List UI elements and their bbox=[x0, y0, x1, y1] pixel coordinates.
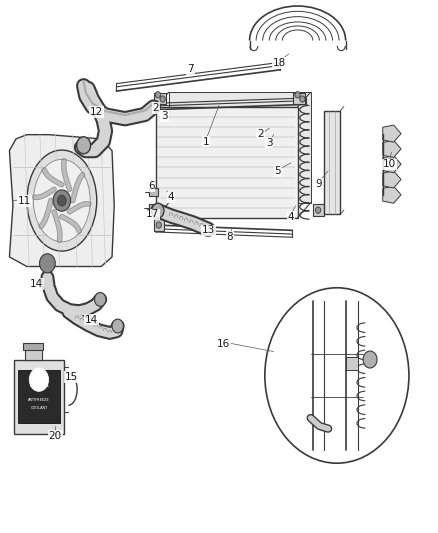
Polygon shape bbox=[383, 140, 401, 157]
Circle shape bbox=[363, 351, 377, 368]
Circle shape bbox=[95, 293, 106, 306]
Circle shape bbox=[265, 288, 409, 463]
Text: 8: 8 bbox=[226, 232, 233, 243]
Circle shape bbox=[160, 96, 165, 102]
Text: 3: 3 bbox=[161, 111, 168, 121]
Bar bbox=[44, 274, 51, 279]
Ellipse shape bbox=[33, 159, 90, 242]
Circle shape bbox=[295, 92, 300, 98]
Bar bbox=[18, 370, 60, 423]
Bar bbox=[14, 360, 64, 434]
Bar bbox=[86, 306, 92, 310]
Circle shape bbox=[155, 92, 160, 98]
Circle shape bbox=[57, 195, 66, 206]
Bar bbox=[153, 93, 166, 104]
Circle shape bbox=[152, 203, 164, 218]
Circle shape bbox=[315, 207, 321, 213]
Circle shape bbox=[53, 190, 71, 211]
Text: 5: 5 bbox=[275, 166, 281, 176]
Bar bbox=[25, 348, 42, 360]
Text: MOPAR: MOPAR bbox=[29, 383, 49, 388]
Polygon shape bbox=[169, 92, 311, 203]
Text: 20: 20 bbox=[49, 431, 62, 441]
Bar bbox=[23, 343, 43, 350]
Bar bbox=[313, 204, 324, 216]
Bar bbox=[293, 93, 305, 104]
Polygon shape bbox=[383, 125, 401, 142]
Text: 6: 6 bbox=[148, 181, 155, 191]
Text: 18: 18 bbox=[272, 58, 286, 68]
Polygon shape bbox=[10, 135, 114, 266]
Bar bbox=[324, 111, 340, 214]
Text: 7: 7 bbox=[187, 64, 194, 74]
Text: 11: 11 bbox=[18, 196, 32, 206]
Text: 2: 2 bbox=[257, 128, 264, 139]
Text: 14: 14 bbox=[30, 279, 43, 289]
Circle shape bbox=[29, 368, 49, 391]
Polygon shape bbox=[383, 171, 401, 188]
Circle shape bbox=[112, 319, 124, 333]
Text: 13: 13 bbox=[201, 225, 215, 236]
Text: 4: 4 bbox=[288, 212, 294, 222]
Polygon shape bbox=[383, 156, 401, 173]
Bar bbox=[155, 107, 297, 217]
Text: 17: 17 bbox=[146, 209, 159, 220]
Text: 10: 10 bbox=[383, 159, 396, 169]
Circle shape bbox=[39, 254, 55, 273]
Text: COOLANT: COOLANT bbox=[30, 406, 47, 410]
Bar bbox=[153, 219, 164, 231]
Bar bbox=[149, 188, 158, 196]
Text: 14: 14 bbox=[85, 314, 98, 325]
Bar bbox=[149, 204, 158, 212]
Text: 4: 4 bbox=[168, 192, 174, 203]
Text: 15: 15 bbox=[65, 372, 78, 382]
Text: 2: 2 bbox=[152, 103, 159, 113]
Ellipse shape bbox=[27, 150, 97, 251]
Text: 12: 12 bbox=[90, 107, 103, 117]
Text: 16: 16 bbox=[217, 338, 230, 349]
Text: 1: 1 bbox=[203, 136, 209, 147]
Circle shape bbox=[156, 222, 161, 228]
Polygon shape bbox=[383, 186, 401, 203]
Text: ANTIFREEZE: ANTIFREEZE bbox=[28, 399, 50, 402]
Circle shape bbox=[77, 137, 91, 154]
Text: 9: 9 bbox=[315, 179, 322, 189]
Bar bbox=[346, 357, 358, 370]
Circle shape bbox=[300, 96, 305, 102]
Text: 3: 3 bbox=[266, 138, 272, 148]
